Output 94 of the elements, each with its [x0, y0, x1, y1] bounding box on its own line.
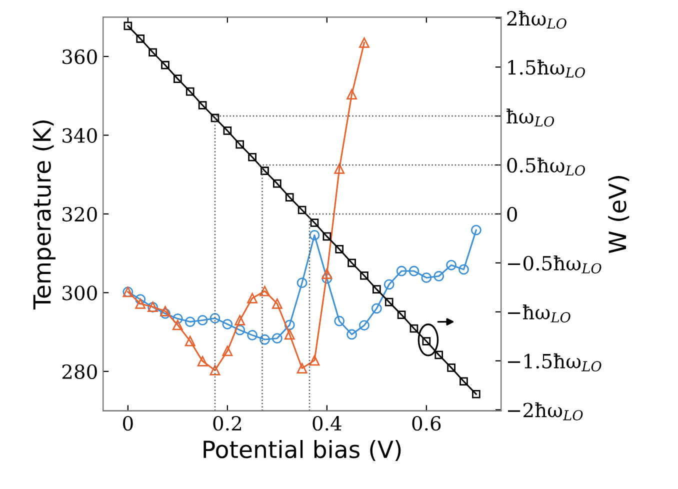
- y-tick-label: 320: [62, 206, 97, 222]
- y2-tick-label: 0: [507, 206, 517, 222]
- point: [285, 193, 294, 202]
- y2-tick-label: 0.5ħω$_{LO}$: [507, 158, 585, 176]
- point: [408, 266, 420, 276]
- point: [160, 308, 170, 319]
- point: [197, 315, 208, 326]
- point: [172, 320, 183, 330]
- point: [410, 324, 418, 333]
- point: [148, 48, 157, 57]
- point: [360, 271, 368, 280]
- point: [372, 285, 381, 294]
- point: [309, 230, 320, 240]
- point: [334, 316, 345, 326]
- point: [247, 330, 258, 340]
- point: [434, 350, 444, 360]
- point: [470, 224, 482, 236]
- x-tick-label: 0.2: [213, 416, 241, 431]
- point: [472, 390, 480, 398]
- y-tick-label: 280: [62, 364, 97, 380]
- point: [284, 329, 295, 340]
- y-tick-label: 340: [62, 128, 97, 143]
- y-axis-title: Temperature (K): [32, 120, 56, 310]
- point: [124, 22, 132, 30]
- point: [135, 294, 146, 305]
- point: [359, 320, 370, 331]
- point: [284, 320, 295, 330]
- point: [434, 270, 444, 282]
- point: [458, 264, 469, 275]
- point: [371, 303, 382, 314]
- y2-tick-label: −ħω$_{LO}$: [508, 304, 570, 322]
- point: [260, 166, 269, 176]
- point: [335, 245, 344, 254]
- point: [186, 87, 194, 96]
- point: [272, 298, 282, 309]
- point: [136, 34, 145, 43]
- point: [135, 298, 146, 309]
- point: [447, 364, 456, 372]
- point: [222, 346, 233, 356]
- x-tick-label: 0: [123, 416, 133, 431]
- y2-tick-label: −2ħω$_{LO}$: [508, 402, 583, 420]
- point: [446, 260, 456, 270]
- point: [234, 315, 246, 326]
- point: [322, 268, 332, 279]
- point: [272, 333, 282, 344]
- point: [197, 356, 208, 366]
- x-axis-title: Potential bias (V): [204, 440, 401, 462]
- point: [296, 278, 308, 288]
- point: [161, 60, 170, 70]
- point: [260, 286, 270, 296]
- x-tick-label: 0.6: [412, 416, 441, 431]
- y2-tick-label: 2ħω$_{LO}$: [507, 10, 566, 29]
- y2-tick-label: 1.5ħω$_{LO}$: [508, 60, 585, 78]
- point: [210, 114, 220, 122]
- x-tick-label: 0.4: [312, 416, 342, 431]
- point: [298, 206, 306, 214]
- point: [210, 365, 220, 376]
- point: [236, 140, 244, 149]
- point: [397, 310, 406, 319]
- point: [174, 74, 182, 83]
- point: [309, 355, 320, 366]
- point: [348, 258, 356, 268]
- point: [260, 334, 270, 345]
- y2-axis-title: W (eV): [608, 176, 630, 254]
- y2-tick-label: −0.5ħω$_{LO}$: [508, 256, 602, 274]
- point: [184, 336, 196, 346]
- point: [184, 316, 196, 328]
- point: [160, 306, 170, 316]
- point: [384, 279, 394, 290]
- y-tick-label: 300: [62, 286, 97, 300]
- y2-tick-label: −1.5ħω$_{LO}$: [508, 353, 602, 372]
- point: [223, 126, 232, 135]
- point: [247, 292, 258, 304]
- point: [234, 324, 246, 336]
- point: [322, 273, 332, 284]
- point: [384, 298, 394, 306]
- point: [396, 266, 407, 276]
- point: [172, 313, 183, 324]
- point: [322, 232, 332, 241]
- point: [296, 363, 308, 374]
- point: [359, 37, 370, 48]
- y-tick-label: 360: [62, 49, 97, 64]
- point: [248, 152, 256, 162]
- point: [460, 377, 468, 386]
- point: [198, 101, 207, 110]
- point: [210, 313, 220, 324]
- point: [222, 318, 233, 330]
- point: [273, 179, 282, 188]
- point: [310, 218, 319, 227]
- y2-tick-label: ħω$_{LO}$: [506, 108, 554, 127]
- point: [346, 329, 358, 340]
- point: [334, 163, 345, 174]
- point: [346, 89, 358, 100]
- point: [421, 272, 432, 283]
